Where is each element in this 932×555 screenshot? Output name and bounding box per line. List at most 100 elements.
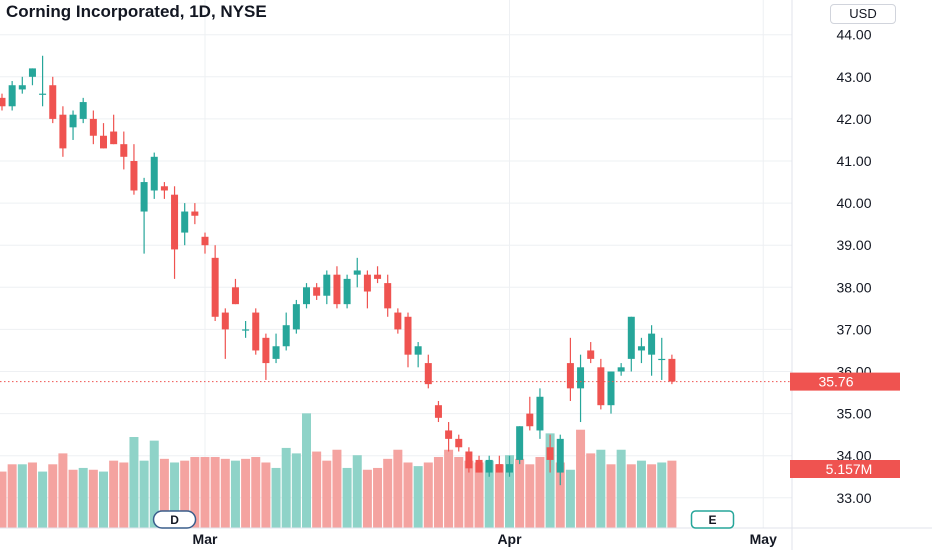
- volume-bar: [555, 462, 565, 528]
- volume-bar: [68, 469, 78, 528]
- candle-body[interactable]: [648, 333, 656, 355]
- candle-body[interactable]: [292, 304, 300, 330]
- volume-bar: [454, 457, 464, 528]
- candle-body[interactable]: [627, 316, 635, 359]
- candle-body[interactable]: [242, 329, 250, 331]
- candle-body[interactable]: [374, 274, 382, 279]
- candle-body[interactable]: [211, 257, 219, 317]
- candle-body[interactable]: [191, 211, 199, 216]
- volume-bar: [657, 462, 667, 528]
- y-axis-tick-label: 34.00: [836, 448, 871, 464]
- candle-body[interactable]: [445, 430, 453, 439]
- candle-body[interactable]: [221, 312, 229, 330]
- candle-body[interactable]: [495, 464, 503, 473]
- candle-body[interactable]: [566, 363, 574, 389]
- candle-body[interactable]: [475, 459, 483, 473]
- candle-body[interactable]: [587, 350, 595, 359]
- candle-body[interactable]: [303, 287, 310, 305]
- candle-body[interactable]: [323, 274, 331, 296]
- candle-body[interactable]: [485, 459, 493, 473]
- candle-body[interactable]: [252, 312, 260, 351]
- candle-body[interactable]: [404, 316, 412, 355]
- candle-body[interactable]: [171, 194, 179, 250]
- y-axis-tick-label: 44.00: [836, 27, 871, 43]
- candle-body[interactable]: [536, 396, 544, 431]
- candle-body[interactable]: [333, 274, 341, 305]
- dividend-marker[interactable]: [152, 510, 197, 529]
- candle-body[interactable]: [181, 211, 189, 233]
- candle-body[interactable]: [526, 413, 534, 427]
- volume-bar: [241, 458, 251, 528]
- candle-body[interactable]: [343, 278, 351, 305]
- candle-body[interactable]: [8, 85, 16, 107]
- volume-bar: [88, 469, 98, 528]
- candle-body[interactable]: [160, 186, 168, 191]
- volume-bar: [0, 471, 7, 528]
- candle-body[interactable]: [516, 426, 524, 460]
- candle-body[interactable]: [39, 93, 47, 95]
- currency-button[interactable]: USD: [830, 4, 896, 24]
- candle-body[interactable]: [231, 287, 239, 305]
- candle-body[interactable]: [506, 464, 513, 473]
- candle-body[interactable]: [272, 346, 280, 359]
- candle-body[interactable]: [110, 131, 118, 145]
- candle-body[interactable]: [414, 346, 422, 355]
- candle-body[interactable]: [313, 287, 321, 296]
- candle-body[interactable]: [89, 118, 97, 136]
- candle-body[interactable]: [363, 274, 371, 292]
- last-volume-badge: [790, 460, 900, 478]
- candle-body[interactable]: [353, 270, 361, 275]
- candle-body[interactable]: [597, 367, 605, 406]
- candle-body[interactable]: [140, 182, 148, 212]
- candle-body[interactable]: [455, 438, 463, 448]
- candle-body[interactable]: [394, 312, 402, 330]
- volume-bar: [200, 457, 210, 528]
- candle-body[interactable]: [637, 346, 645, 351]
- candle-body[interactable]: [130, 161, 138, 191]
- candle-body[interactable]: [120, 144, 128, 157]
- candle-body[interactable]: [434, 405, 442, 418]
- x-axis-tick-label: May: [750, 531, 777, 547]
- candle-body[interactable]: [59, 114, 67, 149]
- candle-body[interactable]: [617, 367, 625, 372]
- candle-body[interactable]: [100, 135, 107, 149]
- volume-bar: [170, 462, 180, 528]
- candle-body[interactable]: [28, 68, 36, 77]
- volume-bar: [342, 467, 352, 528]
- volume-bar: [109, 460, 119, 528]
- candle-body[interactable]: [668, 358, 676, 382]
- candle-body[interactable]: [384, 283, 392, 309]
- volume-bar: [99, 471, 108, 528]
- candle-body[interactable]: [69, 114, 77, 128]
- volume-bar: [17, 464, 27, 528]
- candle-body[interactable]: [262, 337, 270, 364]
- y-axis-tick-label: 38.00: [836, 279, 871, 295]
- candle-body[interactable]: [465, 451, 473, 469]
- volume-bar: [139, 460, 149, 528]
- candle-body[interactable]: [49, 85, 57, 119]
- volume-bar: [352, 455, 362, 528]
- candle-body[interactable]: [201, 236, 209, 246]
- candle-body[interactable]: [556, 438, 564, 473]
- candle-body[interactable]: [79, 102, 87, 119]
- candle-body[interactable]: [282, 325, 290, 347]
- candle-body[interactable]: [424, 363, 432, 385]
- candle-body[interactable]: [0, 97, 6, 107]
- candle-body[interactable]: [577, 367, 585, 389]
- y-axis-tick-label: 42.00: [836, 111, 871, 127]
- volume-bar: [576, 429, 586, 528]
- earnings-marker[interactable]: [690, 510, 735, 529]
- volume-bar: [302, 413, 311, 528]
- candle-body[interactable]: [18, 85, 26, 90]
- candle-body[interactable]: [658, 358, 666, 361]
- last-volume-label: 5.157M: [826, 461, 873, 477]
- candle-body[interactable]: [150, 156, 158, 191]
- candle-body[interactable]: [607, 371, 615, 406]
- volume-bar: [525, 464, 535, 528]
- x-axis-tick-label: Mar: [193, 531, 218, 547]
- candle-body[interactable]: [546, 447, 554, 460]
- volume-bar: [129, 437, 139, 528]
- y-axis-tick-label: 35.00: [836, 406, 871, 422]
